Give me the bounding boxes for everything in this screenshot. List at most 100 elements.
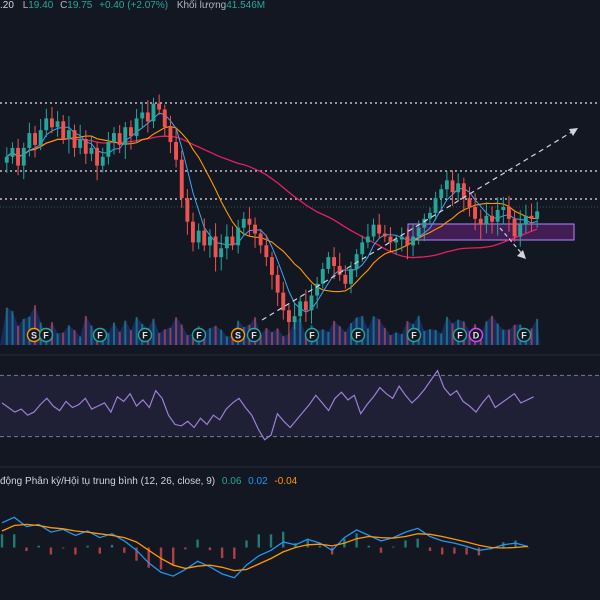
macd-histogram-bar: [282, 531, 285, 548]
event-marker: [406, 327, 422, 343]
candle-body: [281, 292, 286, 311]
event-marker-label: D: [473, 331, 480, 341]
volume-bar: [90, 325, 93, 345]
close-label: C: [60, 0, 68, 11]
macd-histogram-bar: [13, 534, 16, 548]
candle-body: [145, 112, 150, 122]
event-marker-label: F: [43, 331, 49, 341]
volume-bar: [304, 336, 307, 345]
volume-bar: [113, 322, 115, 345]
candle-body: [50, 118, 54, 128]
candle-body: [467, 198, 472, 207]
candle-body: [337, 266, 342, 275]
candle-body: [456, 183, 461, 193]
volume-bar: [451, 323, 454, 345]
candle-body: [10, 147, 15, 157]
candle-body: [309, 295, 314, 311]
candle-body: [439, 189, 444, 199]
event-marker: [350, 327, 366, 343]
macd-histogram-bar: [196, 539, 199, 548]
volume-bar: [11, 311, 14, 345]
macd-histogram-bar: [123, 547, 126, 553]
candle-body: [179, 159, 184, 199]
macd-hist-value: 0.06: [221, 476, 242, 487]
volume-bar: [508, 329, 510, 345]
volume-value: 41.546M: [226, 0, 266, 11]
candle-body: [27, 133, 32, 148]
volume-bar: [383, 327, 386, 345]
candle-body: [416, 227, 421, 237]
downside-arrowhead: [517, 250, 526, 259]
candle-body: [174, 142, 178, 160]
macd-indicator-name: động Phân kỳ/Hội tụ trung bình (12, 26, …: [0, 476, 216, 487]
macd-histogram-bar: [245, 540, 248, 548]
candle-body: [292, 316, 297, 323]
candle-body: [428, 212, 432, 219]
candle-body: [326, 257, 331, 269]
volume-bar: [214, 325, 217, 345]
macd-histogram-bar: [147, 547, 150, 568]
event-marker: [191, 327, 207, 343]
volume-bar: [440, 333, 443, 345]
candle-body: [371, 224, 376, 237]
event-marker: [516, 327, 532, 343]
candle-body: [106, 142, 111, 157]
event-marker: [137, 327, 153, 343]
ohlc-legend: .20 L19.40 C19.75 +0.40 (+2.07%) Khối lư…: [0, 0, 265, 14]
candle-body: [349, 269, 353, 284]
event-marker-label: F: [251, 331, 257, 341]
volume-bar: [135, 317, 138, 345]
candle-body: [55, 121, 60, 128]
volume-bar: [530, 328, 533, 345]
volume-bar: [491, 315, 493, 345]
event-marker-label: F: [97, 331, 103, 341]
candle-body: [33, 133, 37, 145]
candle-body: [224, 236, 229, 249]
macd-histogram-bar: [74, 547, 77, 555]
candle-body: [377, 224, 382, 234]
candle-body: [405, 236, 410, 246]
candle-body: [490, 215, 494, 222]
volume-bar: [17, 325, 20, 345]
candle-body: [433, 198, 438, 213]
macd-histogram-bar: [428, 547, 432, 551]
macd-signal-value: -0.04: [274, 476, 298, 487]
event-marker: [38, 327, 54, 343]
candle-body: [241, 218, 246, 228]
demand-zone: [407, 223, 575, 241]
volume-bar: [282, 336, 285, 345]
macd-histogram-bar: [379, 547, 383, 553]
close-value: 19.75: [67, 0, 93, 11]
candle-body: [422, 218, 427, 228]
candle-body: [320, 269, 325, 284]
macd-line-value: 0.02: [248, 476, 268, 487]
macd-histogram-bar: [392, 546, 395, 548]
volume-bar: [220, 329, 223, 345]
volume-bar: [152, 318, 155, 345]
macd-histogram-bar: [318, 545, 322, 548]
candle-body: [78, 139, 83, 148]
candle-body: [236, 227, 241, 246]
candle-body: [191, 221, 195, 243]
macd-histogram-bar: [306, 538, 309, 548]
candle-body: [151, 103, 156, 122]
candle-body: [185, 198, 190, 222]
macd-histogram-bar: [526, 547, 529, 549]
candle-body: [315, 283, 320, 296]
event-marker-label: S: [235, 331, 241, 341]
macd-histogram-bar: [172, 547, 175, 566]
ascending-trendline: [261, 129, 576, 321]
event-marker: [452, 327, 468, 343]
volume-bar: [338, 326, 341, 345]
volume-bar: [372, 316, 375, 345]
candle-body: [343, 274, 348, 284]
candle-body: [258, 233, 263, 246]
volume-bar: [34, 305, 36, 345]
candle-body: [129, 127, 133, 137]
candle-body: [507, 207, 511, 219]
event-marker-label: F: [142, 331, 148, 341]
volume-bar: [445, 316, 448, 345]
candle-body: [219, 248, 224, 258]
